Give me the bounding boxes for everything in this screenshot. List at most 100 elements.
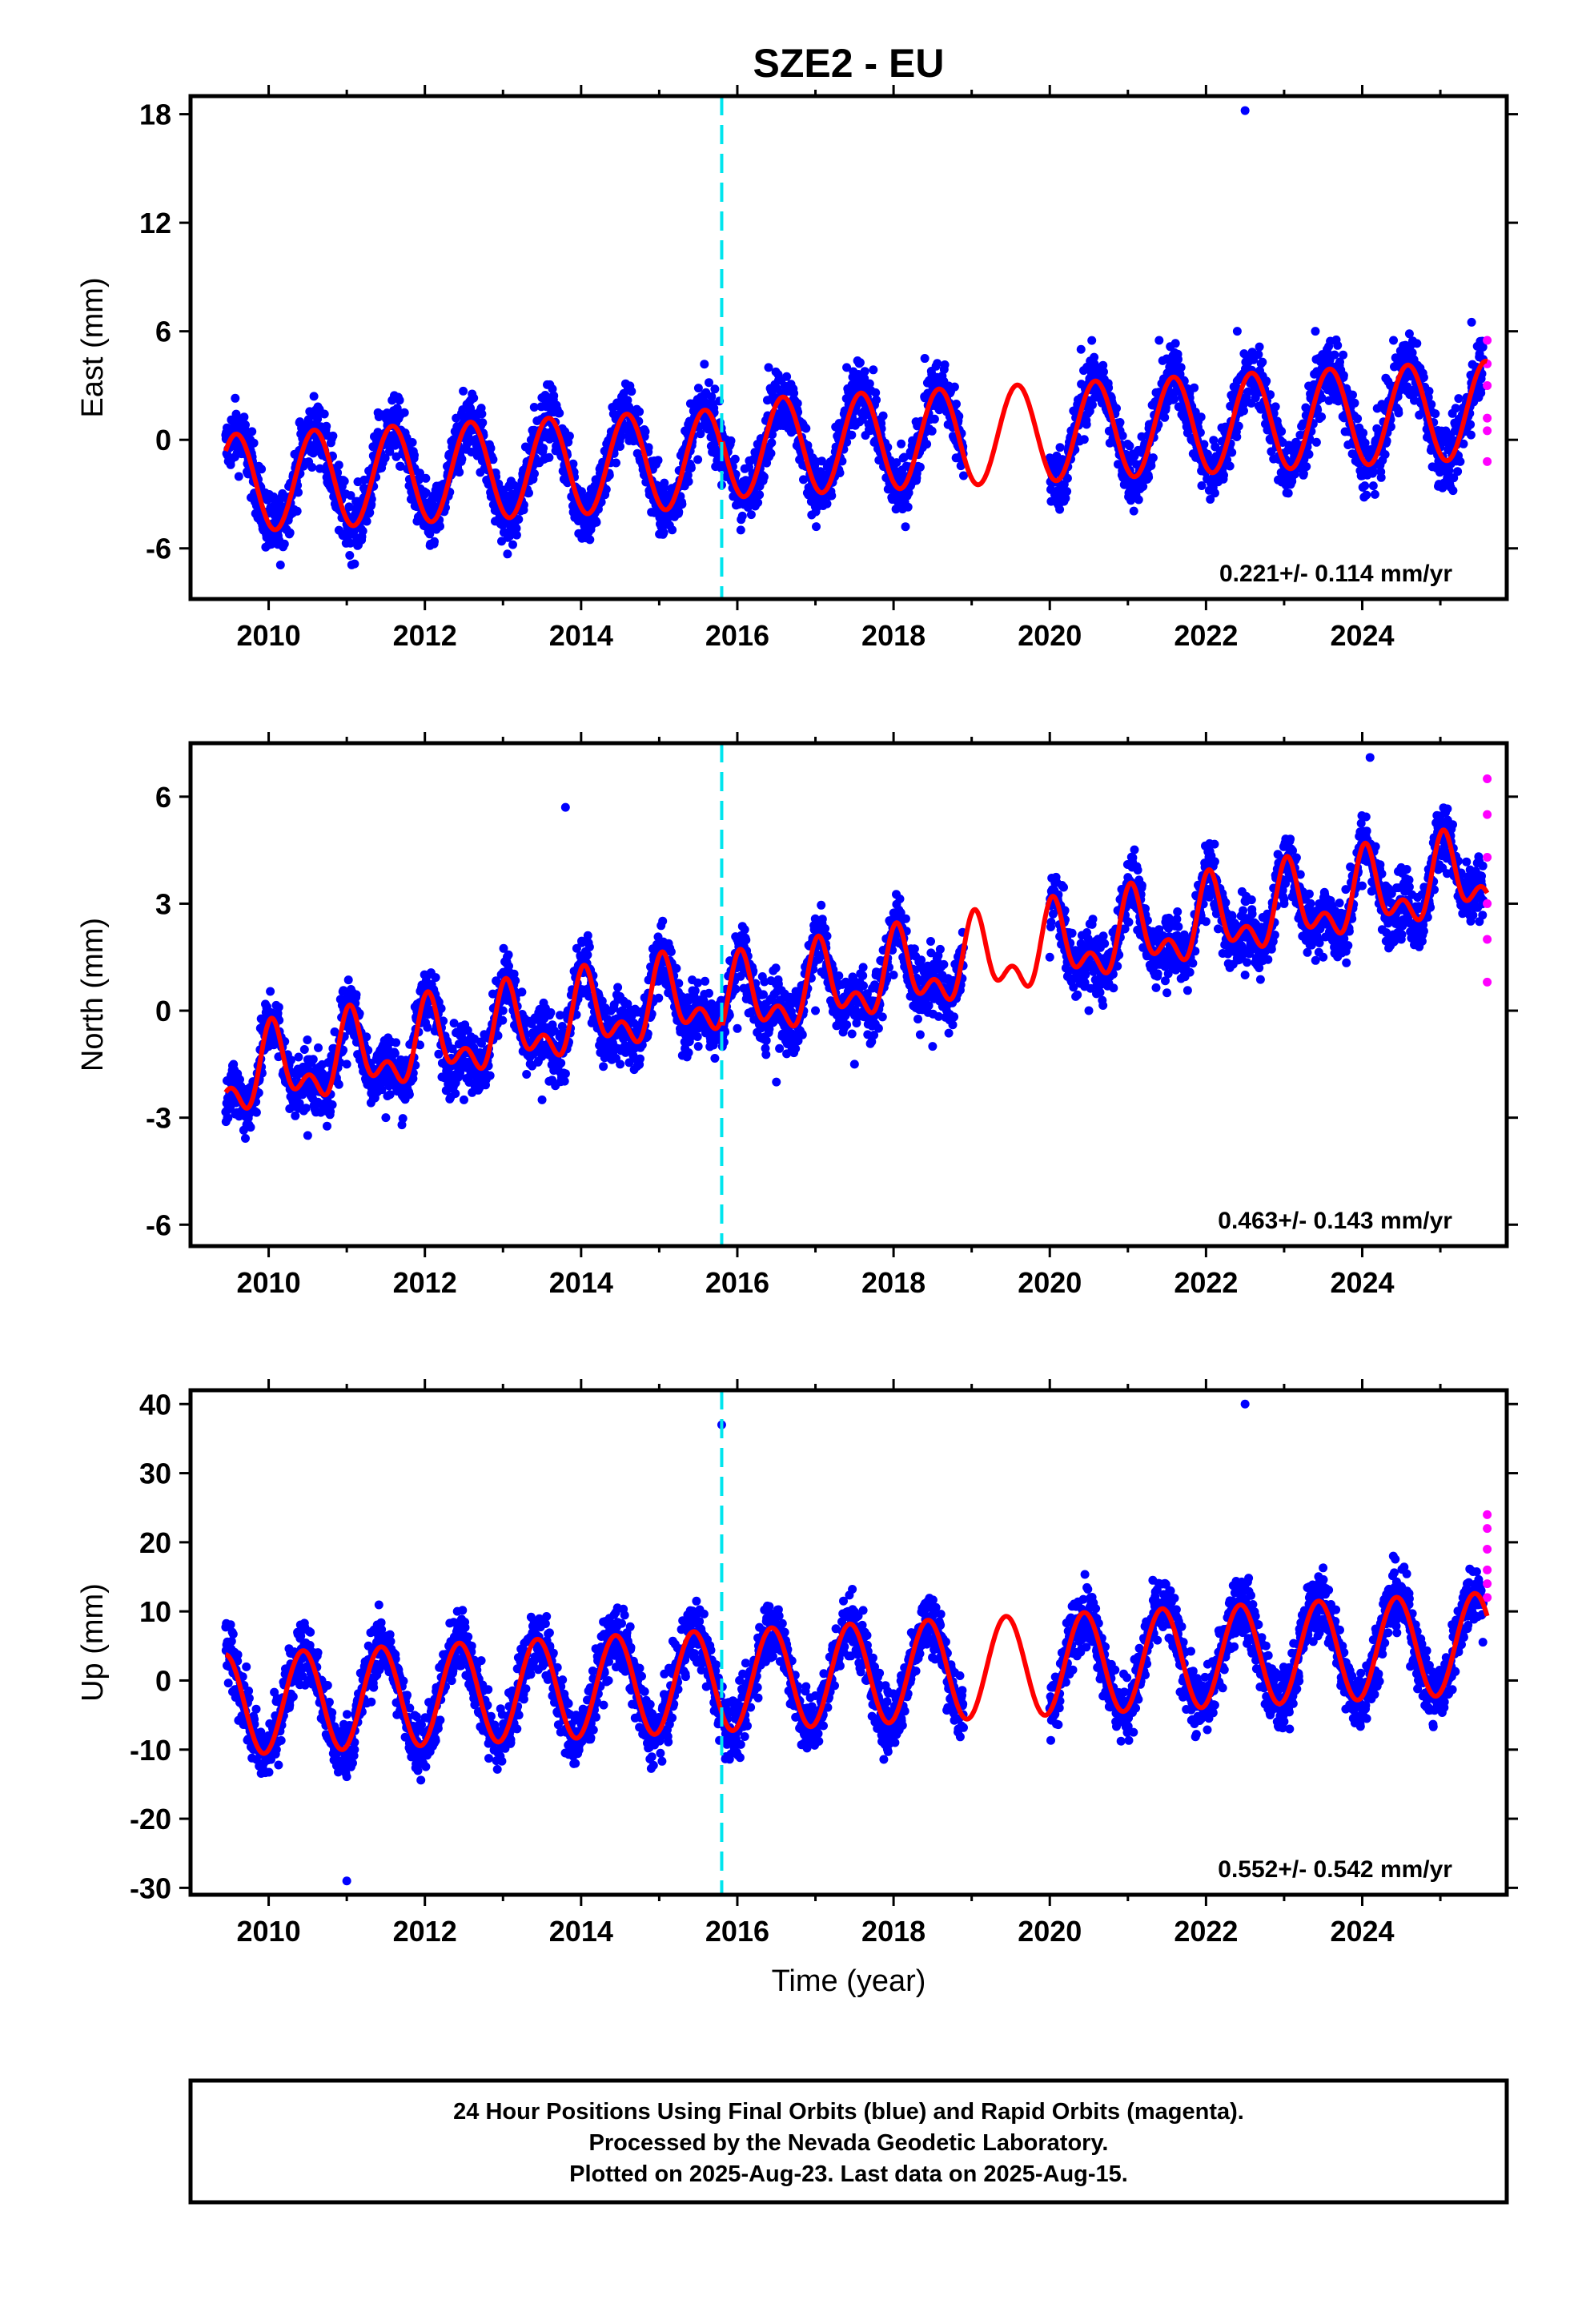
final-point bbox=[257, 464, 267, 474]
final-point bbox=[693, 384, 703, 393]
final-point bbox=[1386, 422, 1395, 432]
final-point bbox=[736, 525, 745, 535]
final-point bbox=[380, 453, 390, 463]
final-point bbox=[855, 358, 865, 368]
final-orbit-cloud bbox=[221, 106, 1492, 569]
final-point bbox=[430, 537, 439, 546]
final-point bbox=[504, 961, 513, 971]
final-point bbox=[504, 950, 513, 959]
final-point bbox=[503, 549, 512, 559]
final-point bbox=[782, 372, 792, 381]
final-point bbox=[1444, 466, 1454, 475]
final-point bbox=[707, 392, 717, 401]
final-point bbox=[915, 462, 925, 472]
final-point bbox=[339, 476, 349, 486]
final-point bbox=[1098, 360, 1108, 370]
final-point bbox=[436, 521, 444, 531]
final-point bbox=[1304, 449, 1314, 459]
final-point bbox=[421, 473, 431, 483]
x-tick-label: 2018 bbox=[861, 619, 926, 652]
final-point bbox=[865, 379, 874, 388]
final-point bbox=[449, 1019, 459, 1028]
final-point bbox=[1219, 470, 1228, 480]
final-point bbox=[396, 461, 405, 471]
final-point bbox=[1419, 372, 1428, 382]
final-point bbox=[408, 438, 417, 447]
final-point bbox=[499, 943, 508, 953]
final-point bbox=[493, 1031, 503, 1040]
final-point bbox=[903, 502, 913, 512]
final-point bbox=[759, 472, 769, 481]
final-point bbox=[927, 426, 937, 436]
final-point bbox=[1115, 418, 1125, 427]
final-point bbox=[1062, 473, 1072, 483]
final-point bbox=[477, 1039, 486, 1048]
plot-title: SZE2 - EU bbox=[753, 41, 945, 86]
final-point bbox=[1317, 412, 1327, 421]
final-point bbox=[940, 360, 950, 369]
final-point bbox=[1125, 441, 1134, 451]
final-point bbox=[677, 500, 687, 509]
final-point bbox=[512, 530, 521, 540]
model-curve bbox=[223, 358, 1488, 533]
final-data-point bbox=[1389, 336, 1399, 345]
final-data-point bbox=[1154, 336, 1164, 345]
final-point bbox=[584, 943, 594, 951]
final-point bbox=[334, 460, 343, 470]
final-point bbox=[726, 436, 736, 445]
final-point bbox=[391, 1038, 401, 1047]
final-point bbox=[1333, 340, 1343, 350]
final-point bbox=[313, 414, 323, 424]
final-point bbox=[322, 421, 331, 431]
final-point bbox=[423, 1023, 432, 1032]
final-point bbox=[1227, 448, 1237, 457]
final-point bbox=[686, 463, 696, 472]
final-point bbox=[627, 387, 636, 396]
y-tick-label: 6 bbox=[155, 316, 171, 348]
final-point bbox=[616, 442, 624, 451]
final-point bbox=[933, 359, 942, 368]
final-point bbox=[952, 400, 961, 408]
y-axis-label: East (mm) bbox=[76, 277, 110, 417]
final-point bbox=[301, 1104, 311, 1113]
final-point bbox=[684, 476, 693, 486]
final-point bbox=[693, 455, 703, 464]
final-point bbox=[557, 1022, 567, 1031]
rapid-data-point bbox=[1483, 413, 1492, 423]
final-point bbox=[434, 1049, 444, 1059]
final-point bbox=[508, 540, 517, 549]
final-point bbox=[239, 412, 249, 422]
final-point bbox=[700, 360, 709, 369]
final-point bbox=[1299, 469, 1308, 479]
final-point bbox=[612, 458, 620, 468]
final-point bbox=[616, 432, 626, 441]
north-panel: 2010 2012 2014 2016 2018 2020 2022 2024-6-3036N… bbox=[76, 732, 1518, 1299]
final-point bbox=[1197, 481, 1207, 490]
final-point bbox=[1234, 421, 1243, 431]
final-point bbox=[299, 1045, 309, 1054]
final-point bbox=[1239, 406, 1248, 416]
final-data-point bbox=[1311, 327, 1320, 336]
final-point bbox=[1114, 460, 1122, 469]
final-point bbox=[1112, 404, 1121, 413]
final-point bbox=[266, 987, 275, 996]
y-tick-label: 18 bbox=[139, 99, 171, 131]
final-point bbox=[431, 973, 440, 983]
final-point bbox=[674, 507, 684, 517]
final-point bbox=[1339, 350, 1348, 360]
final-point bbox=[308, 1055, 318, 1064]
final-point bbox=[1380, 450, 1390, 459]
final-data-point bbox=[1467, 317, 1476, 327]
final-point bbox=[835, 468, 845, 477]
final-point bbox=[1302, 462, 1311, 472]
final-point bbox=[1210, 489, 1219, 498]
rapid-data-point bbox=[1483, 426, 1492, 436]
final-point bbox=[572, 943, 581, 953]
final-point bbox=[597, 996, 607, 1006]
final-point bbox=[1350, 398, 1359, 408]
final-point bbox=[362, 1032, 371, 1042]
final-point bbox=[1195, 428, 1205, 437]
final-data-point bbox=[951, 453, 961, 463]
final-point bbox=[326, 1107, 335, 1116]
final-point bbox=[1454, 394, 1464, 404]
